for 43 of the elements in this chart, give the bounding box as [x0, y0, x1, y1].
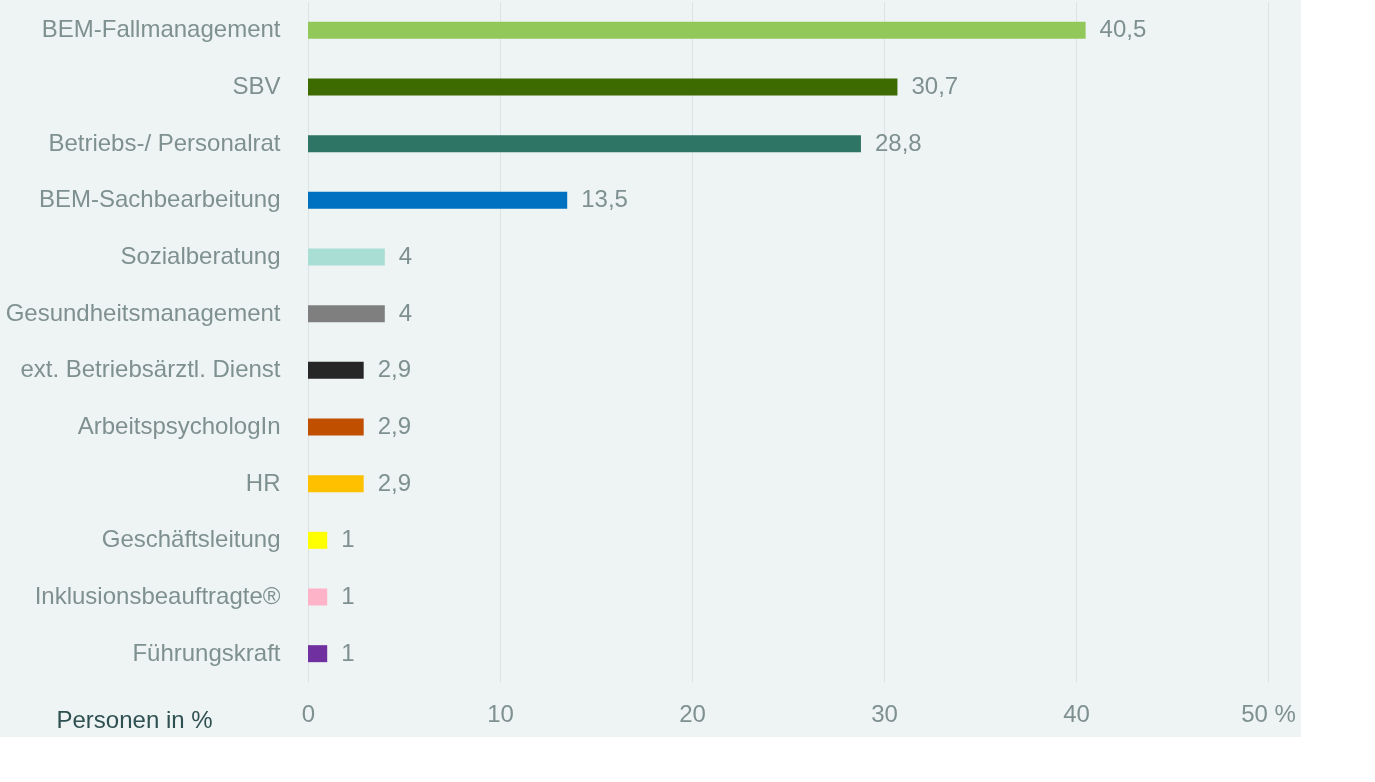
data-label: 2,9 — [377, 412, 412, 439]
y-tick-label: Inklusionsbeauftragte® — [34, 582, 281, 609]
data-label: 28,8 — [874, 128, 922, 156]
x-tick-label: 40 — [1063, 699, 1090, 727]
data-label: 2,9 — [377, 355, 412, 383]
bar — [308, 588, 328, 606]
y-tick-label: HR — [245, 468, 281, 496]
x-tick-label: 10 — [487, 699, 514, 727]
data-label: 1 — [341, 638, 355, 666]
x-tick-label: 20 — [679, 699, 706, 727]
y-tick-label: Geschäftsleitung — [101, 525, 281, 553]
data-label: 4 — [398, 298, 413, 326]
y-tick-label: Sozialberatung — [120, 242, 281, 269]
y-tick-label: BEM-Fallmanagement — [41, 15, 281, 43]
x-tick-label: 0 — [301, 699, 316, 727]
x-tick-label: 50 % — [1241, 699, 1296, 727]
data-label: 2,9 — [377, 468, 412, 496]
data-label: 30,7 — [911, 72, 959, 99]
y-tick-label: BEM-Sachbearbeitung — [39, 185, 281, 213]
bar — [308, 135, 861, 153]
y-tick-label: Führungskraft — [132, 638, 281, 666]
bar — [308, 645, 328, 663]
bar — [308, 418, 364, 436]
bar — [308, 21, 1086, 39]
bar — [308, 475, 364, 493]
x-tick-label: 30 — [871, 699, 898, 727]
y-tick-label: Betriebs-/ Personalrat — [48, 128, 281, 156]
y-tick-label: ArbeitspsychologIn — [77, 412, 281, 439]
data-label: 4 — [398, 242, 413, 269]
y-tick-label: ext. Betriebsärztl. Dienst — [20, 355, 281, 383]
data-label: 1 — [341, 582, 355, 609]
bar — [308, 78, 898, 96]
y-tick-label: SBV — [232, 72, 281, 99]
x-axis-title: Personen in % — [56, 705, 213, 733]
bar — [308, 361, 364, 379]
bar — [308, 305, 385, 323]
data-label: 13,5 — [581, 185, 628, 213]
bar — [308, 531, 328, 549]
data-label: 1 — [341, 525, 355, 553]
bar — [308, 248, 385, 266]
bar — [308, 191, 568, 209]
data-label: 40,5 — [1099, 15, 1147, 43]
y-tick-label: Gesundheitsmanagement — [5, 298, 281, 326]
